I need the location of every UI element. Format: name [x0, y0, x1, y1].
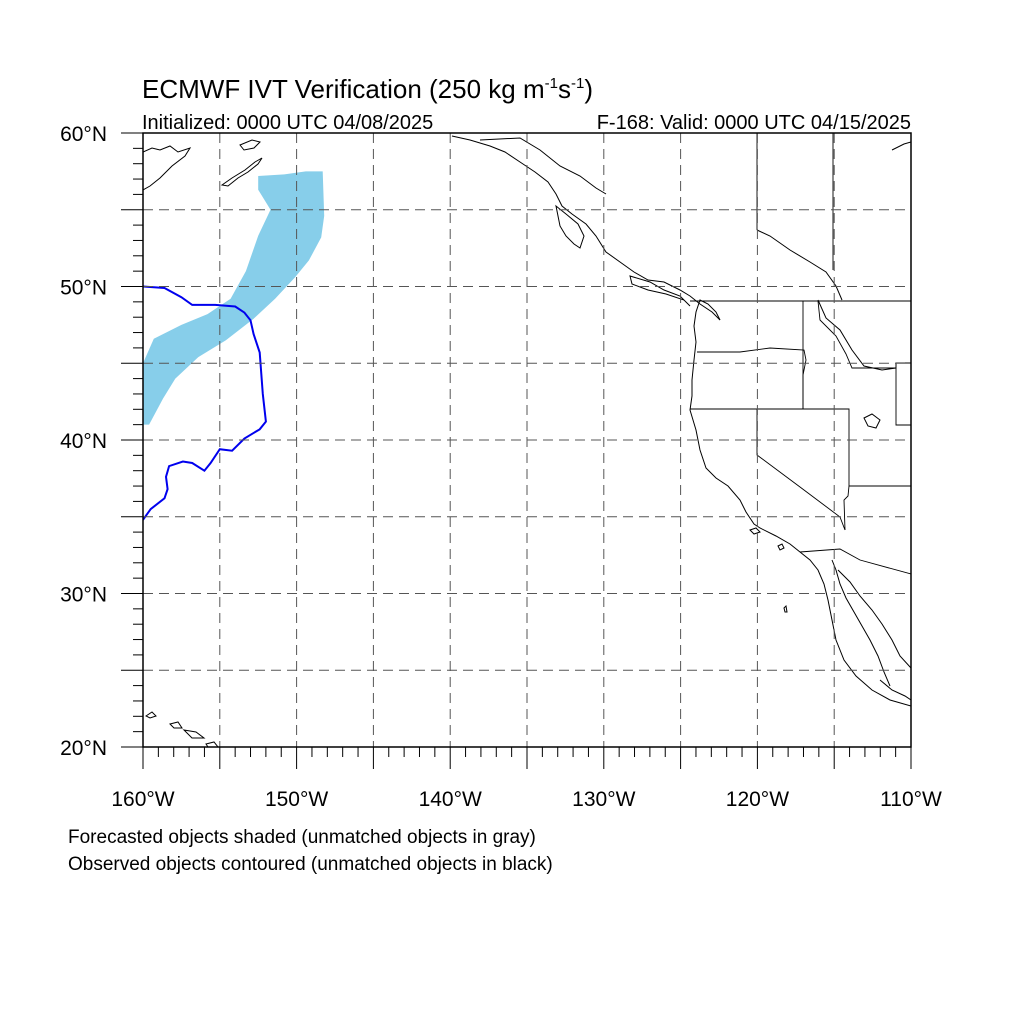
political-borders [690, 133, 911, 575]
lat-tick-label: 60°N [60, 123, 107, 146]
map-title: ECMWF IVT Verification (250 kg m-1s-1) [142, 74, 593, 104]
lat-tick-label: 40°N [60, 430, 107, 453]
lon-tick-label: 120°W [726, 788, 789, 811]
map-body [143, 133, 911, 747]
lon-tick-label: 130°W [572, 788, 635, 811]
graticule [143, 133, 911, 747]
longitude-labels: 160°W 150°W 140°W 130°W 120°W 110°W [111, 788, 942, 811]
lon-tick-label: 160°W [111, 788, 174, 811]
observed-ivt-contour [143, 285, 267, 521]
lat-tick-label: 20°N [60, 737, 107, 760]
latitude-labels: 60°N 50°N 40°N 30°N 20°N [60, 123, 107, 760]
lat-tick-label: 50°N [60, 277, 107, 300]
valid-label: F-168: Valid: 0000 UTC 04/15/2025 [597, 112, 911, 134]
axis-ticks [121, 132, 912, 769]
footnote-forecast: Forecasted objects shaded (unmatched obj… [68, 827, 536, 848]
lon-tick-label: 110°W [880, 788, 942, 811]
lon-tick-label: 140°W [419, 788, 482, 811]
forecast-ivt-object [143, 171, 325, 425]
lon-tick-label: 150°W [265, 788, 328, 811]
footnote-observed: Observed objects contoured (unmatched ob… [68, 854, 553, 875]
initialized-label: Initialized: 0000 UTC 04/08/2025 [142, 112, 433, 134]
lat-tick-label: 30°N [60, 584, 107, 607]
